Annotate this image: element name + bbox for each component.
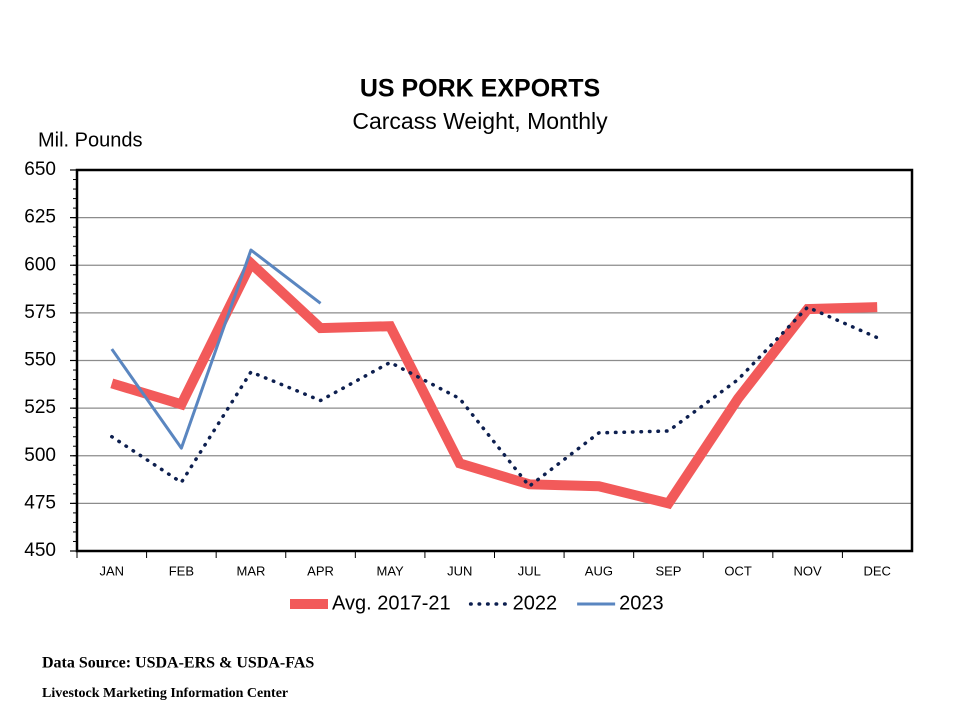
legend-label: 2022 — [513, 592, 558, 614]
series-line — [110, 248, 322, 450]
x-tick-label: APR — [307, 563, 334, 578]
x-tick-label: JUN — [447, 563, 472, 578]
plot-frame — [75, 168, 914, 553]
x-tick-label: JUL — [518, 563, 541, 578]
legend-label: Avg. 2017-21 — [332, 592, 451, 614]
chart-title: US PORK EXPORTS — [360, 75, 600, 103]
x-tick-label: AUG — [585, 563, 613, 578]
y-tick-label: 625 — [24, 207, 56, 228]
y-tick-label: 450 — [24, 540, 56, 561]
y-tick-label: 600 — [24, 254, 56, 275]
x-tick-label: NOV — [794, 563, 823, 578]
legend-label: 2023 — [619, 592, 664, 614]
chart-subtitle: Carcass Weight, Monthly — [352, 108, 608, 134]
x-tick-label: SEP — [655, 563, 681, 578]
y-tick-label: 475 — [24, 492, 56, 513]
source-note: Data Source: USDA-ERS & USDA-FAS — [42, 655, 314, 672]
x-tick-label: DEC — [863, 563, 890, 578]
series-line — [110, 305, 879, 488]
x-tick-label: JAN — [100, 563, 125, 578]
x-tick-label: MAY — [377, 563, 405, 578]
y-axis-label: Mil. Pounds — [38, 129, 143, 151]
x-tick-label: FEB — [169, 563, 194, 578]
credit-note: Livestock Marketing Information Center — [42, 686, 288, 701]
series-line — [110, 255, 878, 510]
y-tick-label: 650 — [24, 159, 56, 180]
y-tick-label: 525 — [24, 397, 56, 418]
y-tick-label: 500 — [24, 445, 56, 466]
y-tick-label: 575 — [24, 302, 56, 323]
x-tick-label: OCT — [724, 563, 752, 578]
y-tick-label: 550 — [24, 350, 56, 371]
x-tick-label: MAR — [237, 563, 266, 578]
